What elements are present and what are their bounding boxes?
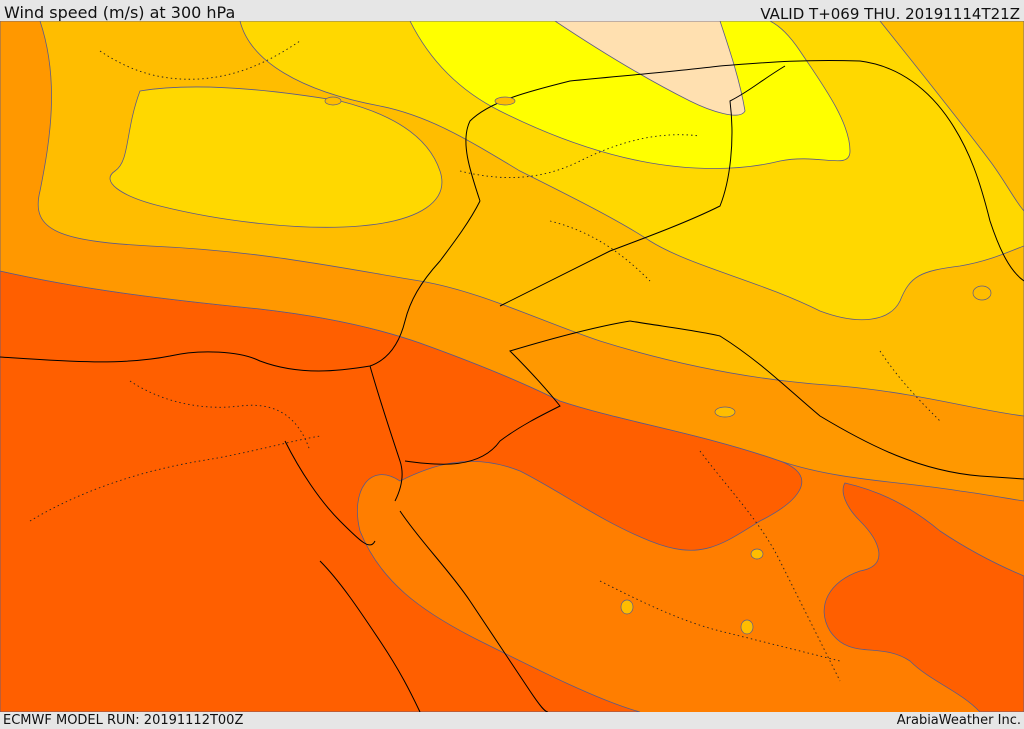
band-northeast <box>879 21 1024 212</box>
wind-speed-map <box>0 21 1024 712</box>
footer-bar: ECMWF MODEL RUN: 20191112T00Z ArabiaWeat… <box>0 712 1024 729</box>
country-borders <box>0 59 1024 712</box>
band-west-patch <box>109 86 443 228</box>
admin-boundaries <box>29 40 941 682</box>
band-very-strong-east <box>823 482 1024 712</box>
credit-label: ArabiaWeather Inc. <box>896 713 1021 728</box>
band-weak <box>554 21 746 116</box>
model-run-label: ECMWF MODEL RUN: 20191112T00Z <box>3 713 244 728</box>
small-patches <box>324 96 992 635</box>
valid-time-label: VALID T+069 THU. 20191114T21Z <box>760 5 1020 23</box>
header-bar: Wind speed (m/s) at 300 hPa VALID T+069 … <box>0 0 1024 23</box>
map-title: Wind speed (m/s) at 300 hPa <box>4 3 236 22</box>
